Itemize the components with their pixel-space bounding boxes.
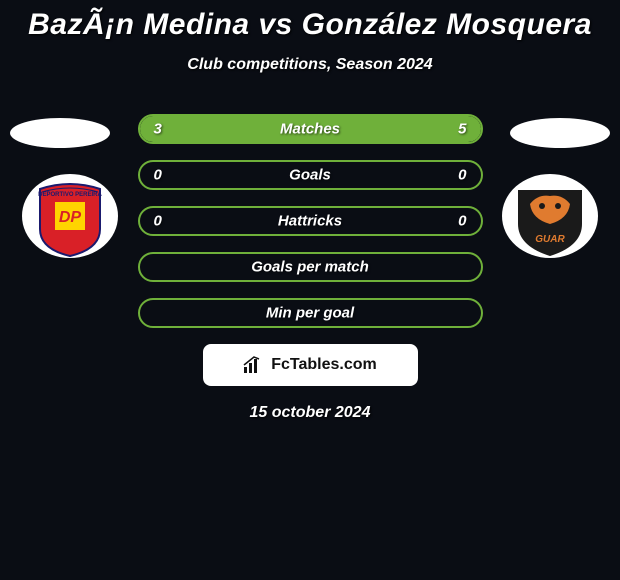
svg-text:GUAR: GUAR [535,234,565,245]
stat-value-left: 0 [154,213,162,230]
stat-row: Goals per match [138,252,483,282]
stat-value-right: 5 [458,121,466,138]
club-left-badge: DP DEPORTIVO PEREIRA [20,174,120,259]
stat-label: Goals per match [251,259,369,276]
stat-row: 0 0 Goals [138,160,483,190]
brand-label: FcTables.com [271,356,377,374]
club-right-badge: GUAR [500,174,600,259]
stat-row: Min per goal [138,298,483,328]
svg-text:DEPORTIVO PEREIRA: DEPORTIVO PEREIRA [38,192,102,198]
stat-value-left: 0 [154,167,162,184]
svg-text:DP: DP [59,209,82,226]
stat-label: Min per goal [266,305,354,322]
page-title: BazÃ¡n Medina vs González Mosquera [0,0,620,42]
stat-row: 0 0 Hattricks [138,206,483,236]
chart-icon [243,356,265,374]
stat-label: Goals [289,167,331,184]
stat-value-right: 0 [458,167,466,184]
stat-value-left: 3 [154,121,162,138]
footer-date: 15 october 2024 [0,404,620,422]
stat-value-right: 0 [458,213,466,230]
comparison-panel: DP DEPORTIVO PEREIRA GUAR 3 5 Matches 0 0 Goa… [0,74,620,422]
stat-rows: 3 5 Matches 0 0 Goals 0 0 Hattricks Goals per mat… [138,114,483,328]
player-right-avatar [510,118,610,148]
stat-row: 3 5 Matches [138,114,483,144]
player-left-avatar [10,118,110,148]
page-subtitle: Club competitions, Season 2024 [0,56,620,74]
stat-label: Hattricks [278,213,342,230]
brand-footer: FcTables.com [203,344,418,386]
stat-label: Matches [280,121,340,138]
